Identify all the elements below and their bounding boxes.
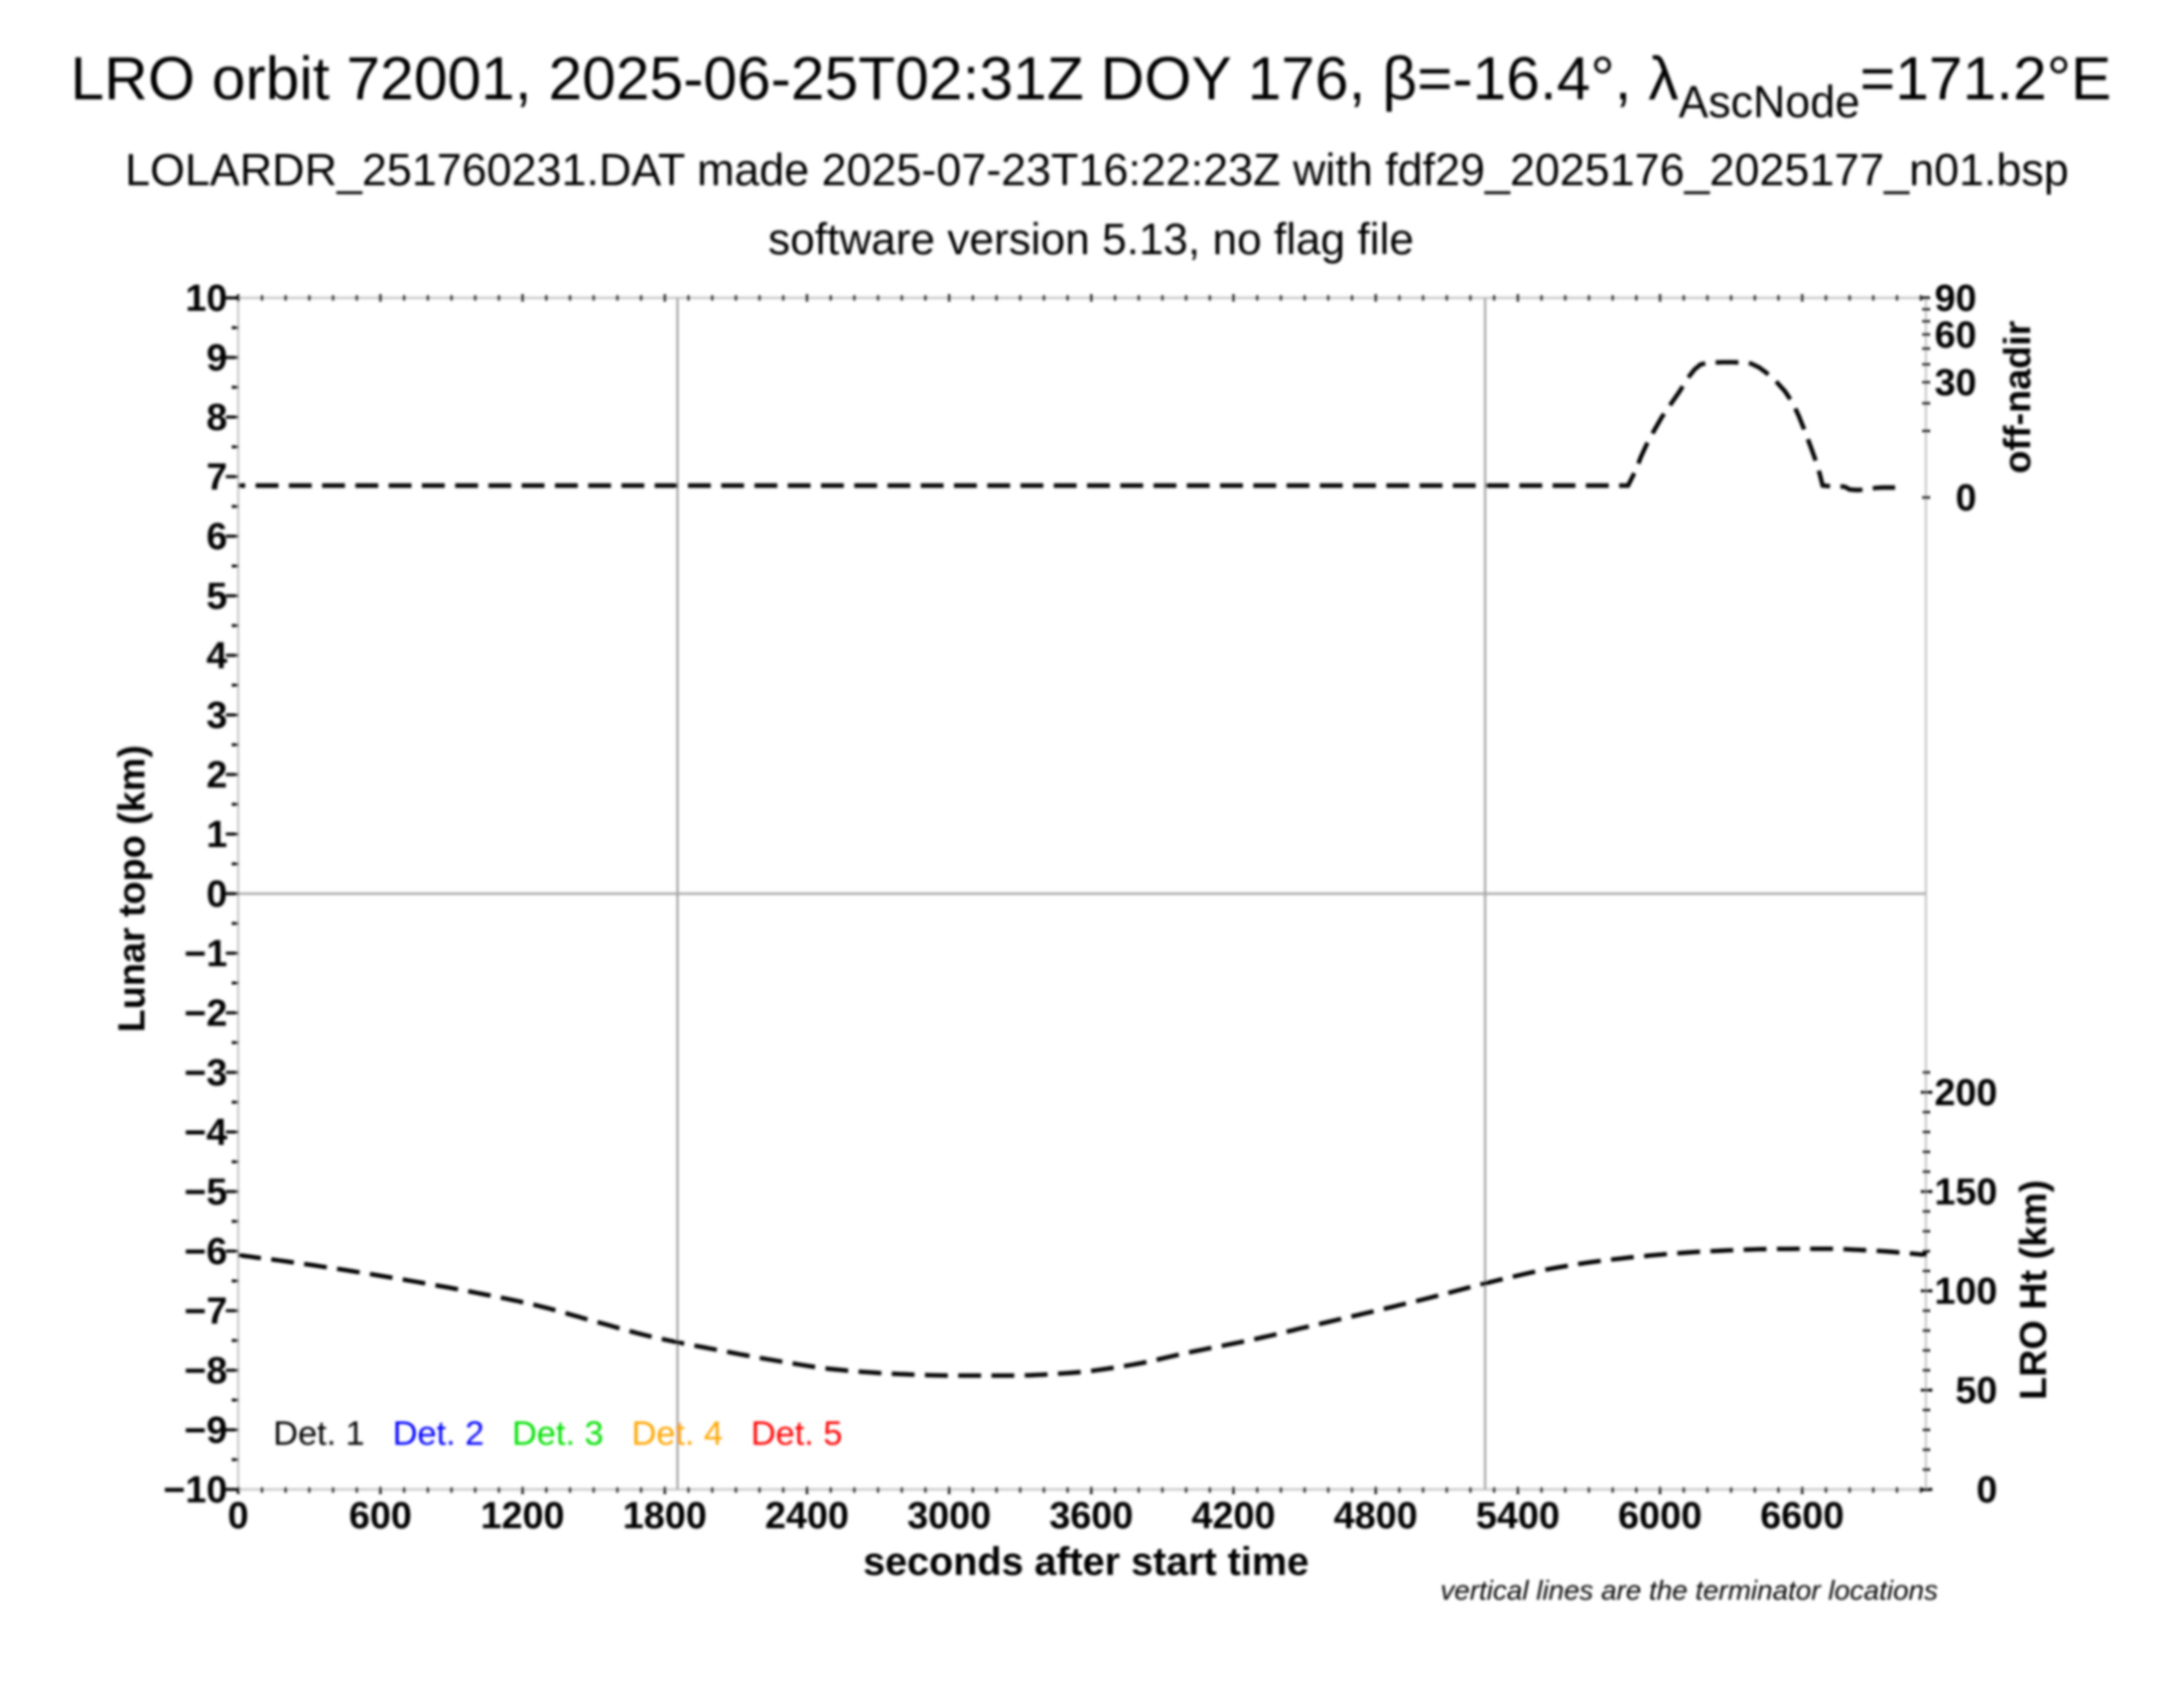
svg-text:3600: 3600 [1049, 1495, 1134, 1537]
svg-text:−8: −8 [185, 1350, 227, 1392]
svg-text:6600: 6600 [1760, 1495, 1844, 1537]
svg-text:−3: −3 [185, 1053, 227, 1094]
svg-text:4800: 4800 [1334, 1495, 1419, 1537]
svg-text:60: 60 [1935, 315, 1977, 356]
svg-text:1800: 1800 [622, 1495, 707, 1537]
svg-text:8: 8 [206, 397, 227, 439]
svg-text:LOLARDR_251760231.DAT made 202: LOLARDR_251760231.DAT made 2025-07-23T16… [125, 145, 2069, 196]
svg-text:−2: −2 [185, 993, 227, 1035]
svg-text:4: 4 [206, 635, 227, 677]
svg-text:Det. 4: Det. 4 [631, 1415, 723, 1453]
svg-text:3000: 3000 [907, 1495, 992, 1537]
svg-text:10: 10 [186, 278, 227, 320]
svg-text:3: 3 [206, 695, 227, 737]
svg-text:6: 6 [206, 516, 227, 558]
svg-text:9: 9 [206, 338, 227, 379]
svg-text:0: 0 [227, 1495, 248, 1537]
svg-text:50: 50 [1956, 1370, 1997, 1412]
svg-text:Det. 2: Det. 2 [393, 1415, 484, 1453]
svg-text:2: 2 [206, 755, 227, 796]
svg-text:off-nadir: off-nadir [1997, 321, 2039, 474]
svg-text:600: 600 [348, 1495, 411, 1537]
svg-text:Det. 5: Det. 5 [751, 1415, 843, 1453]
svg-text:−10: −10 [164, 1470, 227, 1511]
svg-text:Lunar topo (km): Lunar topo (km) [112, 745, 154, 1032]
svg-text:1: 1 [206, 814, 227, 856]
svg-text:7: 7 [206, 457, 227, 498]
svg-text:seconds after start time: seconds after start time [864, 1540, 1309, 1584]
svg-text:−9: −9 [185, 1410, 227, 1452]
svg-text:1200: 1200 [480, 1495, 565, 1537]
svg-text:100: 100 [1935, 1271, 1997, 1313]
svg-text:6000: 6000 [1618, 1495, 1703, 1537]
svg-text:30: 30 [1935, 362, 1977, 404]
svg-text:software version 5.13, no flag: software version 5.13, no flag file [768, 215, 1415, 264]
svg-text:5: 5 [206, 576, 227, 618]
svg-text:150: 150 [1935, 1172, 1997, 1213]
svg-text:Det. 3: Det. 3 [512, 1415, 604, 1453]
svg-text:0: 0 [206, 874, 227, 916]
svg-text:−7: −7 [185, 1291, 227, 1333]
svg-text:200: 200 [1935, 1072, 1997, 1114]
svg-text:−4: −4 [185, 1112, 227, 1154]
svg-text:0: 0 [1956, 478, 1977, 519]
svg-text:0: 0 [1977, 1470, 1997, 1511]
svg-text:LRO Ht (km): LRO Ht (km) [2013, 1180, 2055, 1400]
svg-text:5400: 5400 [1476, 1495, 1561, 1537]
svg-text:Det. 1: Det. 1 [273, 1415, 364, 1453]
svg-text:vertical lines are the termina: vertical lines are the terminator locati… [1440, 1575, 1938, 1606]
svg-text:−6: −6 [185, 1231, 227, 1273]
svg-text:4200: 4200 [1191, 1495, 1276, 1537]
svg-text:−5: −5 [185, 1172, 227, 1213]
svg-text:2400: 2400 [765, 1495, 850, 1537]
svg-text:−1: −1 [185, 933, 227, 975]
svg-text:90: 90 [1935, 278, 1977, 320]
